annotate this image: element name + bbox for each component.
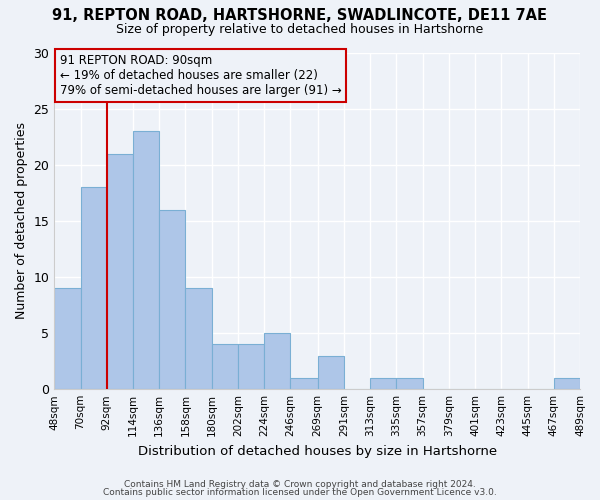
- Bar: [318, 356, 344, 389]
- Bar: [185, 288, 212, 389]
- Bar: [554, 378, 580, 389]
- Text: 91, REPTON ROAD, HARTSHORNE, SWADLINCOTE, DE11 7AE: 91, REPTON ROAD, HARTSHORNE, SWADLINCOTE…: [53, 8, 548, 22]
- Text: Contains public sector information licensed under the Open Government Licence v3: Contains public sector information licen…: [103, 488, 497, 497]
- Bar: [370, 378, 397, 389]
- Bar: [159, 210, 185, 389]
- Bar: [264, 333, 290, 389]
- Bar: [54, 288, 80, 389]
- Bar: [290, 378, 318, 389]
- Text: Contains HM Land Registry data © Crown copyright and database right 2024.: Contains HM Land Registry data © Crown c…: [124, 480, 476, 489]
- Text: 91 REPTON ROAD: 90sqm
← 19% of detached houses are smaller (22)
79% of semi-deta: 91 REPTON ROAD: 90sqm ← 19% of detached …: [59, 54, 341, 97]
- Text: Size of property relative to detached houses in Hartshorne: Size of property relative to detached ho…: [116, 22, 484, 36]
- Bar: [212, 344, 238, 389]
- Bar: [238, 344, 264, 389]
- X-axis label: Distribution of detached houses by size in Hartshorne: Distribution of detached houses by size …: [137, 444, 497, 458]
- Bar: [397, 378, 422, 389]
- Y-axis label: Number of detached properties: Number of detached properties: [15, 122, 28, 320]
- Bar: [80, 187, 107, 389]
- Bar: [107, 154, 133, 389]
- Bar: [133, 131, 159, 389]
